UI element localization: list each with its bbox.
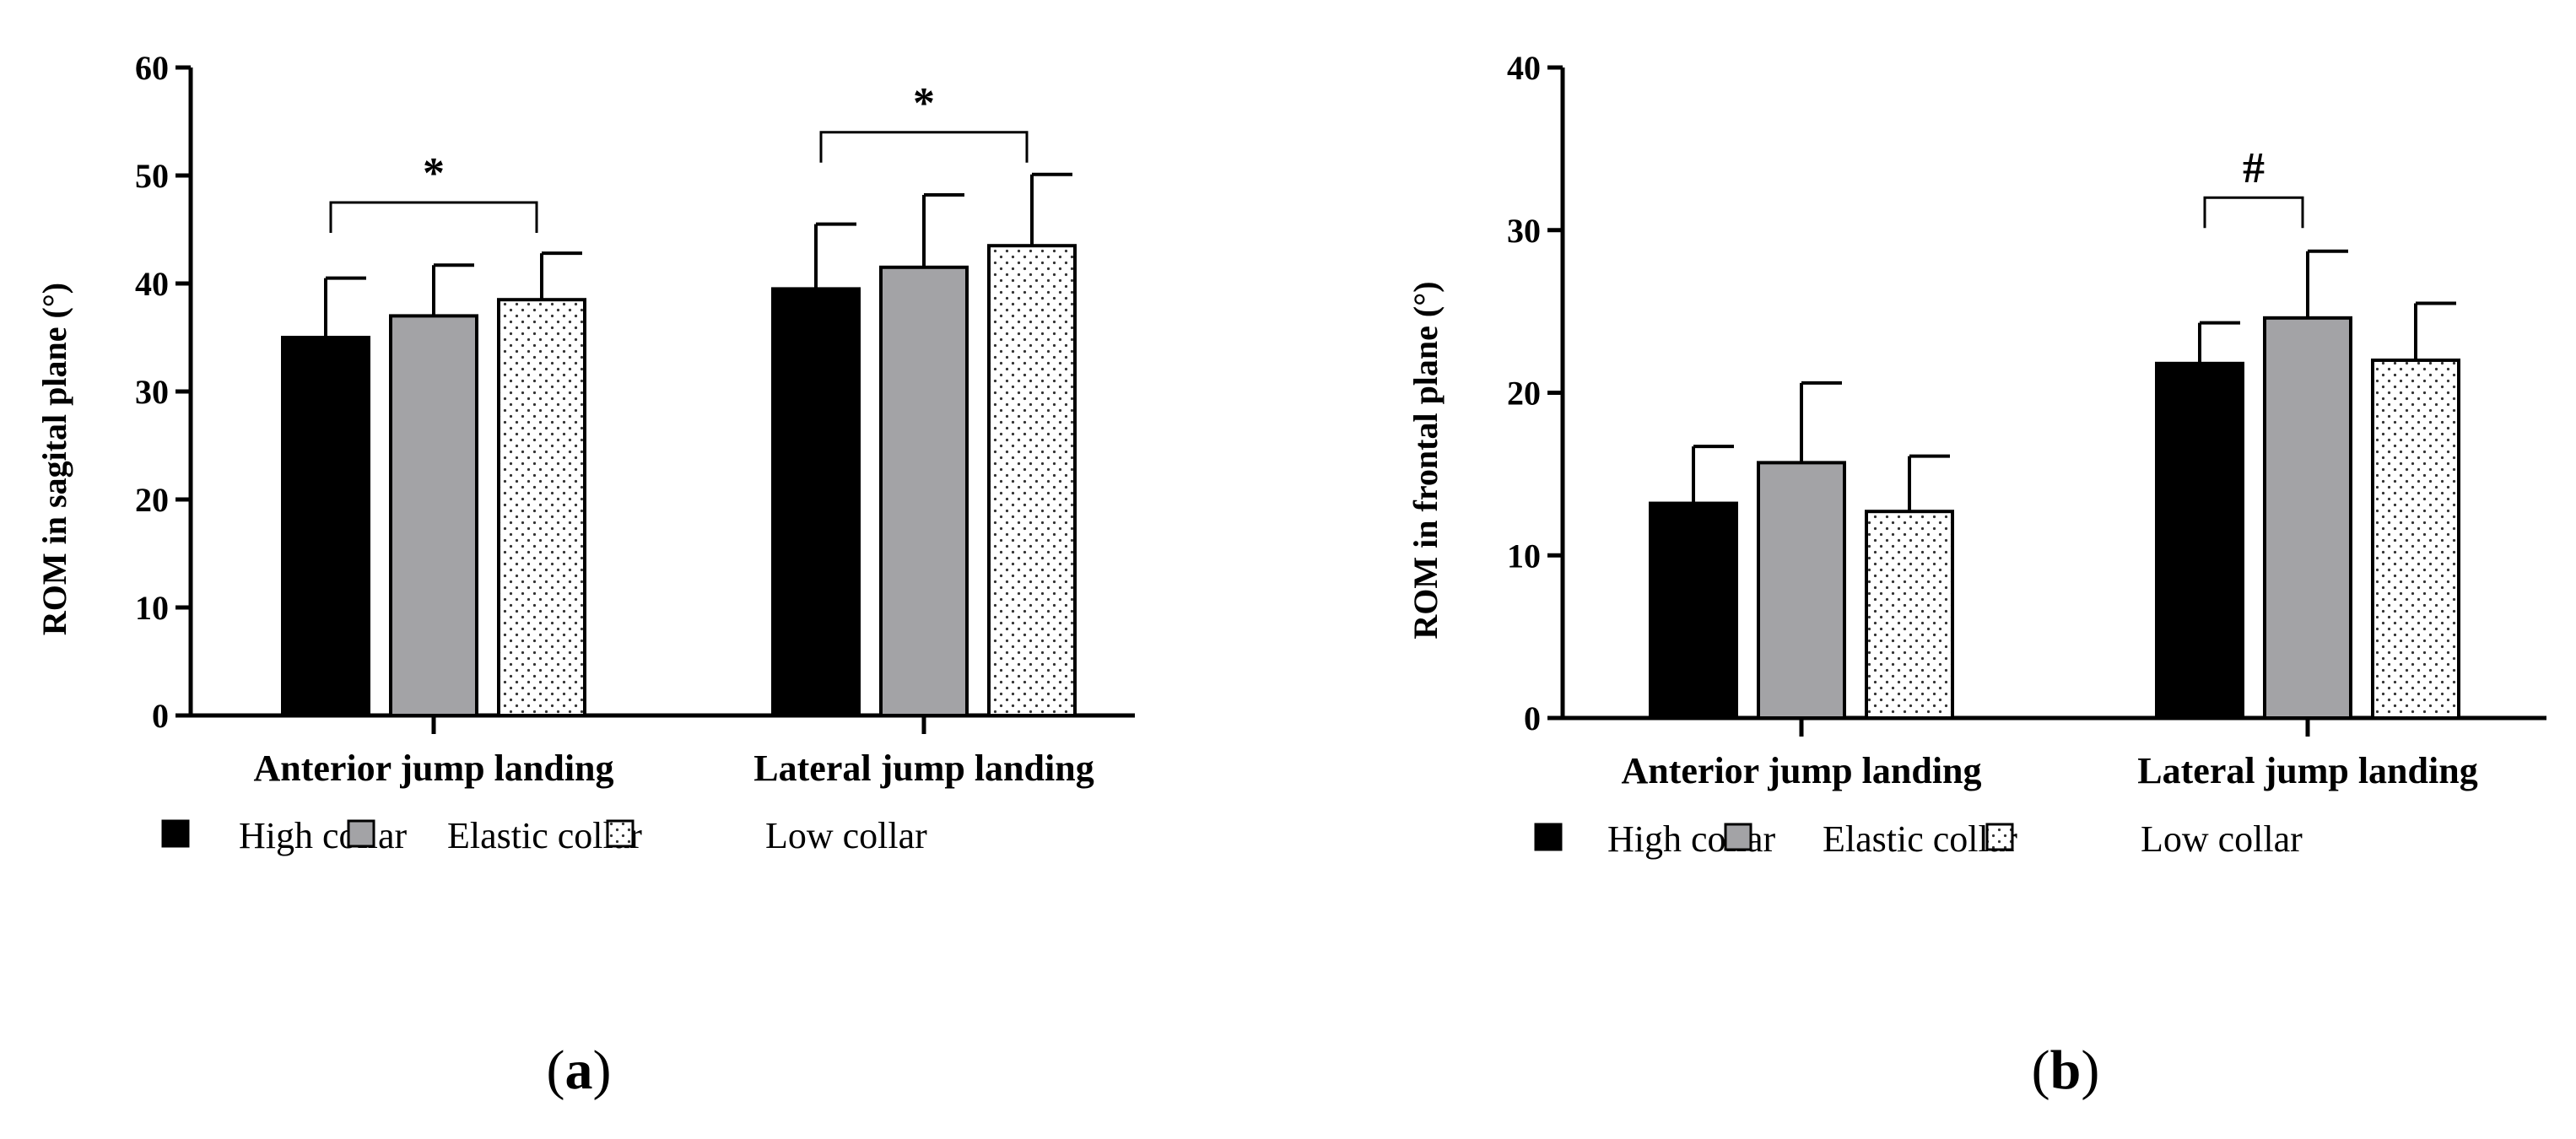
bar-low-1 — [1865, 510, 1954, 721]
panel-label-letter: b — [2050, 1039, 2082, 1101]
bar-low-2 — [2371, 358, 2460, 720]
y-tick-label: 40 — [1507, 49, 1541, 87]
y-axis-title: ROM in sagital plane (°) — [35, 283, 73, 635]
legend-swatch-elastic — [1724, 823, 1752, 851]
legend-swatch-elastic — [347, 819, 375, 848]
significance-marker: # — [2243, 144, 2265, 192]
legend-label-low: Low collar — [2141, 818, 2303, 860]
legend-swatch-low — [1985, 823, 2014, 851]
y-tick-label: 60 — [135, 49, 169, 87]
legend-label-high: High collar — [239, 815, 408, 856]
y-tick-label: 30 — [135, 373, 169, 411]
panel-label-close: ) — [2081, 1039, 2099, 1101]
y-tick-label: 50 — [135, 157, 169, 195]
y-tick-label: 0 — [152, 697, 169, 735]
legend-label-low: Low collar — [765, 815, 927, 856]
bar-elastic-1 — [389, 314, 478, 717]
legend-swatch-high — [161, 819, 190, 848]
bar-high-1 — [1649, 501, 1738, 720]
legend-swatch-high — [1534, 823, 1563, 851]
y-tick-label: 20 — [1507, 375, 1541, 413]
y-tick-label: 40 — [135, 265, 169, 303]
y-axis-title: ROM in frontal plane (°) — [1407, 281, 1445, 639]
legend-label-elastic: Elastic collar — [1823, 818, 2017, 860]
y-tick-label: 10 — [1507, 537, 1541, 575]
chart-panel-b: 0 10 20 30 40 ROM in frontal plane (°) Anterio… — [1407, 49, 2546, 1101]
y-tick-label: 20 — [135, 481, 169, 519]
y-tick-label: 30 — [1507, 212, 1541, 250]
bar-high-1 — [281, 336, 370, 717]
y-tick-label: 0 — [1524, 699, 1541, 737]
x-category-label: Lateral jump landing — [2137, 750, 2477, 791]
bar-low-2 — [987, 244, 1077, 717]
bar-elastic-2 — [879, 265, 969, 717]
panel-label-open: ( — [547, 1039, 565, 1101]
panel-label: (a) — [547, 1039, 612, 1101]
bar-high-2 — [771, 287, 861, 717]
panel-label-letter: a — [565, 1039, 593, 1101]
significance-marker: * — [423, 149, 445, 197]
bar-elastic-2 — [2263, 316, 2352, 720]
bar-elastic-1 — [1757, 461, 1846, 720]
y-tick-label: 10 — [135, 589, 169, 627]
x-category-label: Lateral jump landing — [753, 748, 1094, 789]
bar-low-1 — [497, 298, 586, 717]
bar-high-2 — [2155, 361, 2244, 720]
panel-label-open: ( — [2032, 1039, 2050, 1101]
panel-label-close: ) — [593, 1039, 612, 1101]
x-category-label: Anterior jump landing — [253, 748, 613, 789]
panel-label: (b) — [2032, 1039, 2100, 1101]
significance-bracket — [819, 131, 1029, 163]
significance-bracket — [329, 201, 538, 233]
x-category-label: Anterior jump landing — [1621, 750, 1981, 791]
significance-marker: * — [913, 79, 935, 127]
legend-swatch-low — [606, 819, 635, 848]
significance-bracket — [2203, 196, 2304, 229]
chart-panel-a: 0 10 20 30 40 50 60 ROM in sagital plane (°) Ant… — [35, 49, 1135, 1101]
